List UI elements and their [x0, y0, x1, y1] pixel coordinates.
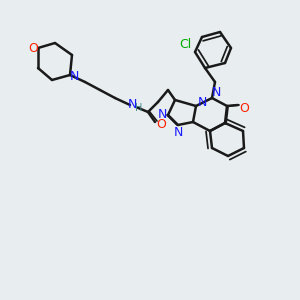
Text: O: O — [28, 41, 38, 55]
Text: Cl: Cl — [179, 38, 191, 50]
Text: O: O — [156, 118, 166, 130]
Text: N: N — [157, 107, 167, 121]
Text: O: O — [239, 101, 249, 115]
Text: N: N — [127, 98, 137, 112]
Text: N: N — [197, 97, 207, 110]
Text: N: N — [211, 86, 221, 100]
Text: N: N — [69, 70, 79, 83]
Text: H: H — [135, 103, 143, 113]
Text: N: N — [173, 127, 183, 140]
